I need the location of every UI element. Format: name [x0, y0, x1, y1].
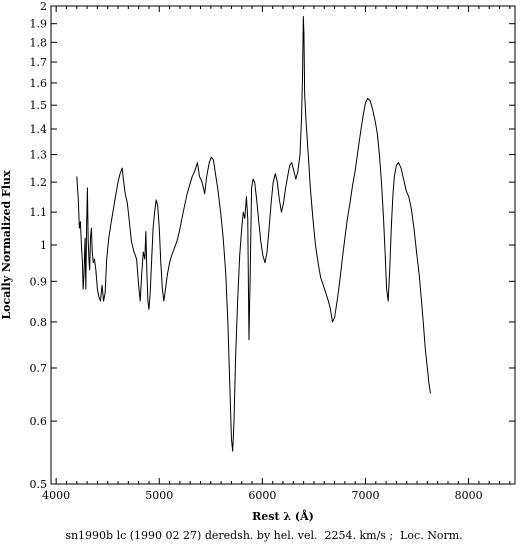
x-tick-label: 6000: [248, 489, 276, 502]
x-tick-label: 5000: [145, 489, 173, 502]
y-tick-label: 0.7: [30, 362, 48, 375]
y-tick-label: 0.9: [30, 275, 48, 288]
y-tick-label: 1.9: [30, 18, 48, 31]
y-tick-label: 0.6: [30, 415, 48, 428]
y-tick-label: 1.2: [30, 176, 48, 189]
x-tick-label: 8000: [455, 489, 483, 502]
chart-caption: sn1990b lc (1990 02 27) deredsh. by hel.…: [65, 529, 462, 542]
series-layer: [76, 16, 431, 452]
x-axis-label: Rest λ (Å): [252, 509, 314, 523]
y-tick-label: 0.8: [30, 316, 48, 329]
y-tick-label: 1.4: [30, 123, 48, 136]
y-axis-ticks: 0.5 0.6 0.7 0.8 0.9 1 1.1 1.2 1.3 1.4 1.5 1.6 1.7 1.8…: [30, 0, 515, 491]
x-axis-ticks: 4000 5000 6000 7000 8000: [42, 6, 511, 502]
y-tick-label: 1.7: [30, 56, 48, 69]
y-tick-label: 1.8: [30, 36, 48, 49]
y-tick-label: 1.6: [30, 77, 48, 90]
y-tick-label: 1.5: [30, 99, 48, 112]
y-tick-label: 1.3: [30, 149, 48, 162]
x-tick-label: 7000: [351, 489, 379, 502]
series-line: [76, 16, 431, 452]
y-tick-label: 0.5: [30, 478, 48, 491]
plot-frame: [50, 5, 516, 485]
y-axis-label: Locally Normalized Flux: [0, 170, 13, 320]
y-tick-label: 2: [40, 0, 47, 13]
y-tick-label: 1.1: [30, 206, 48, 219]
x-tick-label: 4000: [42, 489, 70, 502]
y-tick-label: 1: [40, 239, 47, 252]
